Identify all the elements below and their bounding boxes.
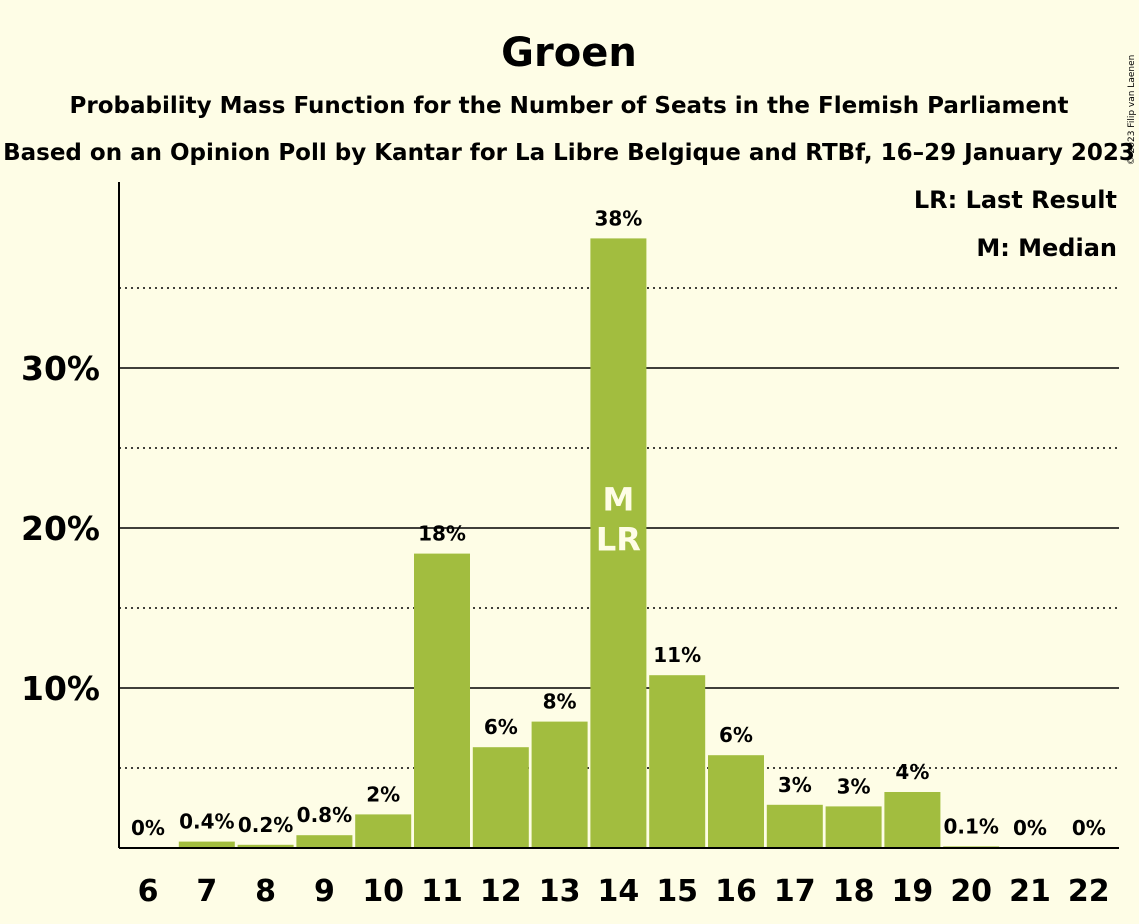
bar-12 [472, 747, 529, 848]
value-label: 18% [418, 522, 466, 546]
x-tick-label: 10 [362, 874, 404, 909]
x-tick-label: 21 [1009, 874, 1051, 909]
legend-entry: LR: Last Result [914, 186, 1117, 214]
bar-14 [590, 238, 647, 848]
x-tick-label: 6 [138, 874, 159, 909]
bar-17 [766, 804, 823, 848]
x-tick-label: 9 [314, 874, 335, 909]
axes [118, 182, 1119, 849]
bar-9 [296, 835, 353, 848]
x-tick-label: 16 [715, 874, 757, 909]
value-label: 0.8% [297, 803, 352, 827]
x-tick-label: 18 [833, 874, 875, 909]
value-label: 0% [131, 816, 165, 840]
x-tick-label: 7 [196, 874, 217, 909]
legend: LR: Last Result M: Median [914, 186, 1117, 262]
legend-entry: M: Median [976, 234, 1117, 262]
bar-19 [884, 792, 941, 848]
value-label: 3% [778, 773, 812, 797]
value-label: 0% [1072, 816, 1106, 840]
x-tick-label: 13 [539, 874, 581, 909]
x-tick-label: 14 [598, 874, 640, 909]
x-tick-label: 8 [255, 874, 276, 909]
median-marker: M [602, 480, 634, 518]
value-label: 0% [1013, 816, 1047, 840]
bar-7 [178, 841, 235, 848]
bar-18 [825, 806, 882, 848]
value-label: 3% [837, 774, 871, 798]
x-tick-label: 20 [950, 874, 992, 909]
value-label: 4% [895, 760, 929, 784]
bars: 0% 6 0.4% 7 0.2% 8 0.8% 9 2% 10 18% 11 6% 12 8% 13 38% 14… [131, 206, 1110, 909]
bar-11 [414, 553, 470, 848]
x-tick-label: 17 [774, 874, 816, 909]
x-tick-label: 19 [892, 874, 934, 909]
bar-8 [237, 844, 294, 848]
value-label: 0.1% [943, 814, 998, 838]
bar-16 [708, 755, 764, 848]
x-tick-label: 22 [1068, 874, 1110, 909]
chart-title: Groen [501, 30, 637, 76]
value-label: 8% [543, 690, 577, 714]
value-label: 11% [653, 643, 701, 667]
copyright-note: © 2023 Filip van Laenen [1127, 55, 1137, 166]
value-label: 38% [594, 206, 642, 230]
y-tick-label: 20% [21, 509, 100, 548]
chart-subtitle-1: Probability Mass Function for the Number… [70, 93, 1069, 119]
bar-10 [355, 814, 412, 848]
bar-15 [649, 675, 706, 848]
value-label: 0.4% [179, 810, 234, 834]
x-tick-label: 11 [421, 874, 463, 909]
value-label: 2% [366, 782, 400, 806]
last-result-marker: LR [596, 520, 641, 558]
value-label: 6% [484, 715, 518, 739]
y-tick-label: 30% [21, 349, 100, 388]
y-tick-label: 10% [21, 669, 100, 708]
x-tick-label: 15 [656, 874, 698, 909]
x-tick-label: 12 [480, 874, 522, 909]
value-label: 0.2% [238, 813, 293, 837]
chart-subtitle-2: Based on an Opinion Poll by Kantar for L… [3, 140, 1135, 166]
value-label: 6% [719, 723, 753, 747]
bar-13 [531, 721, 588, 848]
